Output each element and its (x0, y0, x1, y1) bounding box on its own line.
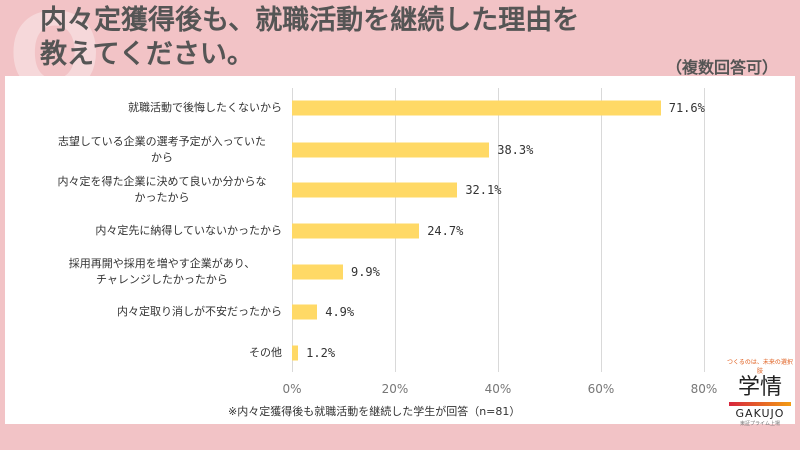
chart-panel (5, 76, 795, 424)
logo-tagline: つくるのは、未来の選択肢 (727, 359, 793, 375)
data-label: 71.6% (668, 101, 705, 115)
title-line-1: 内々定獲得後も、就職活動を継続した理由を (40, 5, 580, 36)
bar (292, 345, 299, 361)
data-label: 9.9% (350, 265, 380, 279)
data-label: 38.3% (497, 143, 534, 157)
category-label: 就職活動で後悔したくないから (42, 100, 282, 116)
logo-bar (729, 402, 791, 406)
bar (292, 304, 318, 320)
category-label: 内々定取り消しが不安だったから (42, 304, 282, 320)
x-tick-label: 0% (282, 382, 302, 396)
category-label-line: から (151, 151, 173, 164)
bar (292, 223, 420, 239)
bar (292, 264, 343, 280)
logo-sub: 東証プライム上場 (740, 421, 780, 427)
gakujo-logo: つくるのは、未来の選択肢 学情 GAKUJO 東証プライム上場 (725, 357, 795, 427)
category-label-line: 内々定を得た企業に決めて良いか分からな (57, 175, 267, 188)
gridline (498, 88, 499, 372)
bar (292, 142, 490, 158)
x-tick-label: 60% (587, 382, 615, 396)
category-label: 志望している企業の選考予定が入っていた から (42, 134, 282, 166)
gridline (704, 88, 705, 372)
logo-name: 学情 (737, 375, 782, 400)
category-label: 内々定を得た企業に決めて良いか分からな かったから (42, 174, 282, 206)
data-label: 1.2% (306, 346, 336, 360)
category-label-line: その他 (249, 346, 282, 359)
category-label-line: 就職活動で後悔したくないから (128, 101, 282, 114)
title-line-2: 教えてください。 (40, 39, 254, 70)
footnote: ※内々定獲得後も就職活動を継続した学生が回答（n=81） (228, 405, 521, 418)
x-tick-label: 40% (484, 382, 512, 396)
multi-answer-note: （複数回答可） (665, 58, 778, 77)
category-label-line: 内々定取り消しが不安だったから (117, 305, 282, 318)
category-label-line: 志望している企業の選考予定が入っていた (57, 135, 267, 148)
category-label: その他 (42, 345, 282, 361)
bar (292, 100, 661, 116)
category-label-line: かったから (134, 191, 190, 204)
data-label: 24.7% (427, 224, 464, 238)
data-label: 4.9% (325, 305, 355, 319)
gridline (601, 88, 602, 372)
data-label: 32.1% (465, 183, 502, 197)
category-label: 内々定先に納得していないかったから (42, 223, 282, 239)
x-tick-label: 80% (690, 382, 718, 396)
category-label-line: 採用再開や採用を増やす企業があり、 (68, 257, 256, 270)
category-label-line: 内々定先に納得していないかったから (95, 224, 282, 237)
category-label: 採用再開や採用を増やす企業があり、 チャレンジしたかったから (42, 256, 282, 288)
bar (292, 182, 458, 198)
x-tick-label: 20% (381, 382, 409, 396)
page-title: 内々定獲得後も、就職活動を継続した理由を 教えてください。 (40, 4, 579, 72)
category-label-line: チャレンジしたかったから (96, 273, 228, 286)
logo-latin: GAKUJO (735, 407, 785, 420)
